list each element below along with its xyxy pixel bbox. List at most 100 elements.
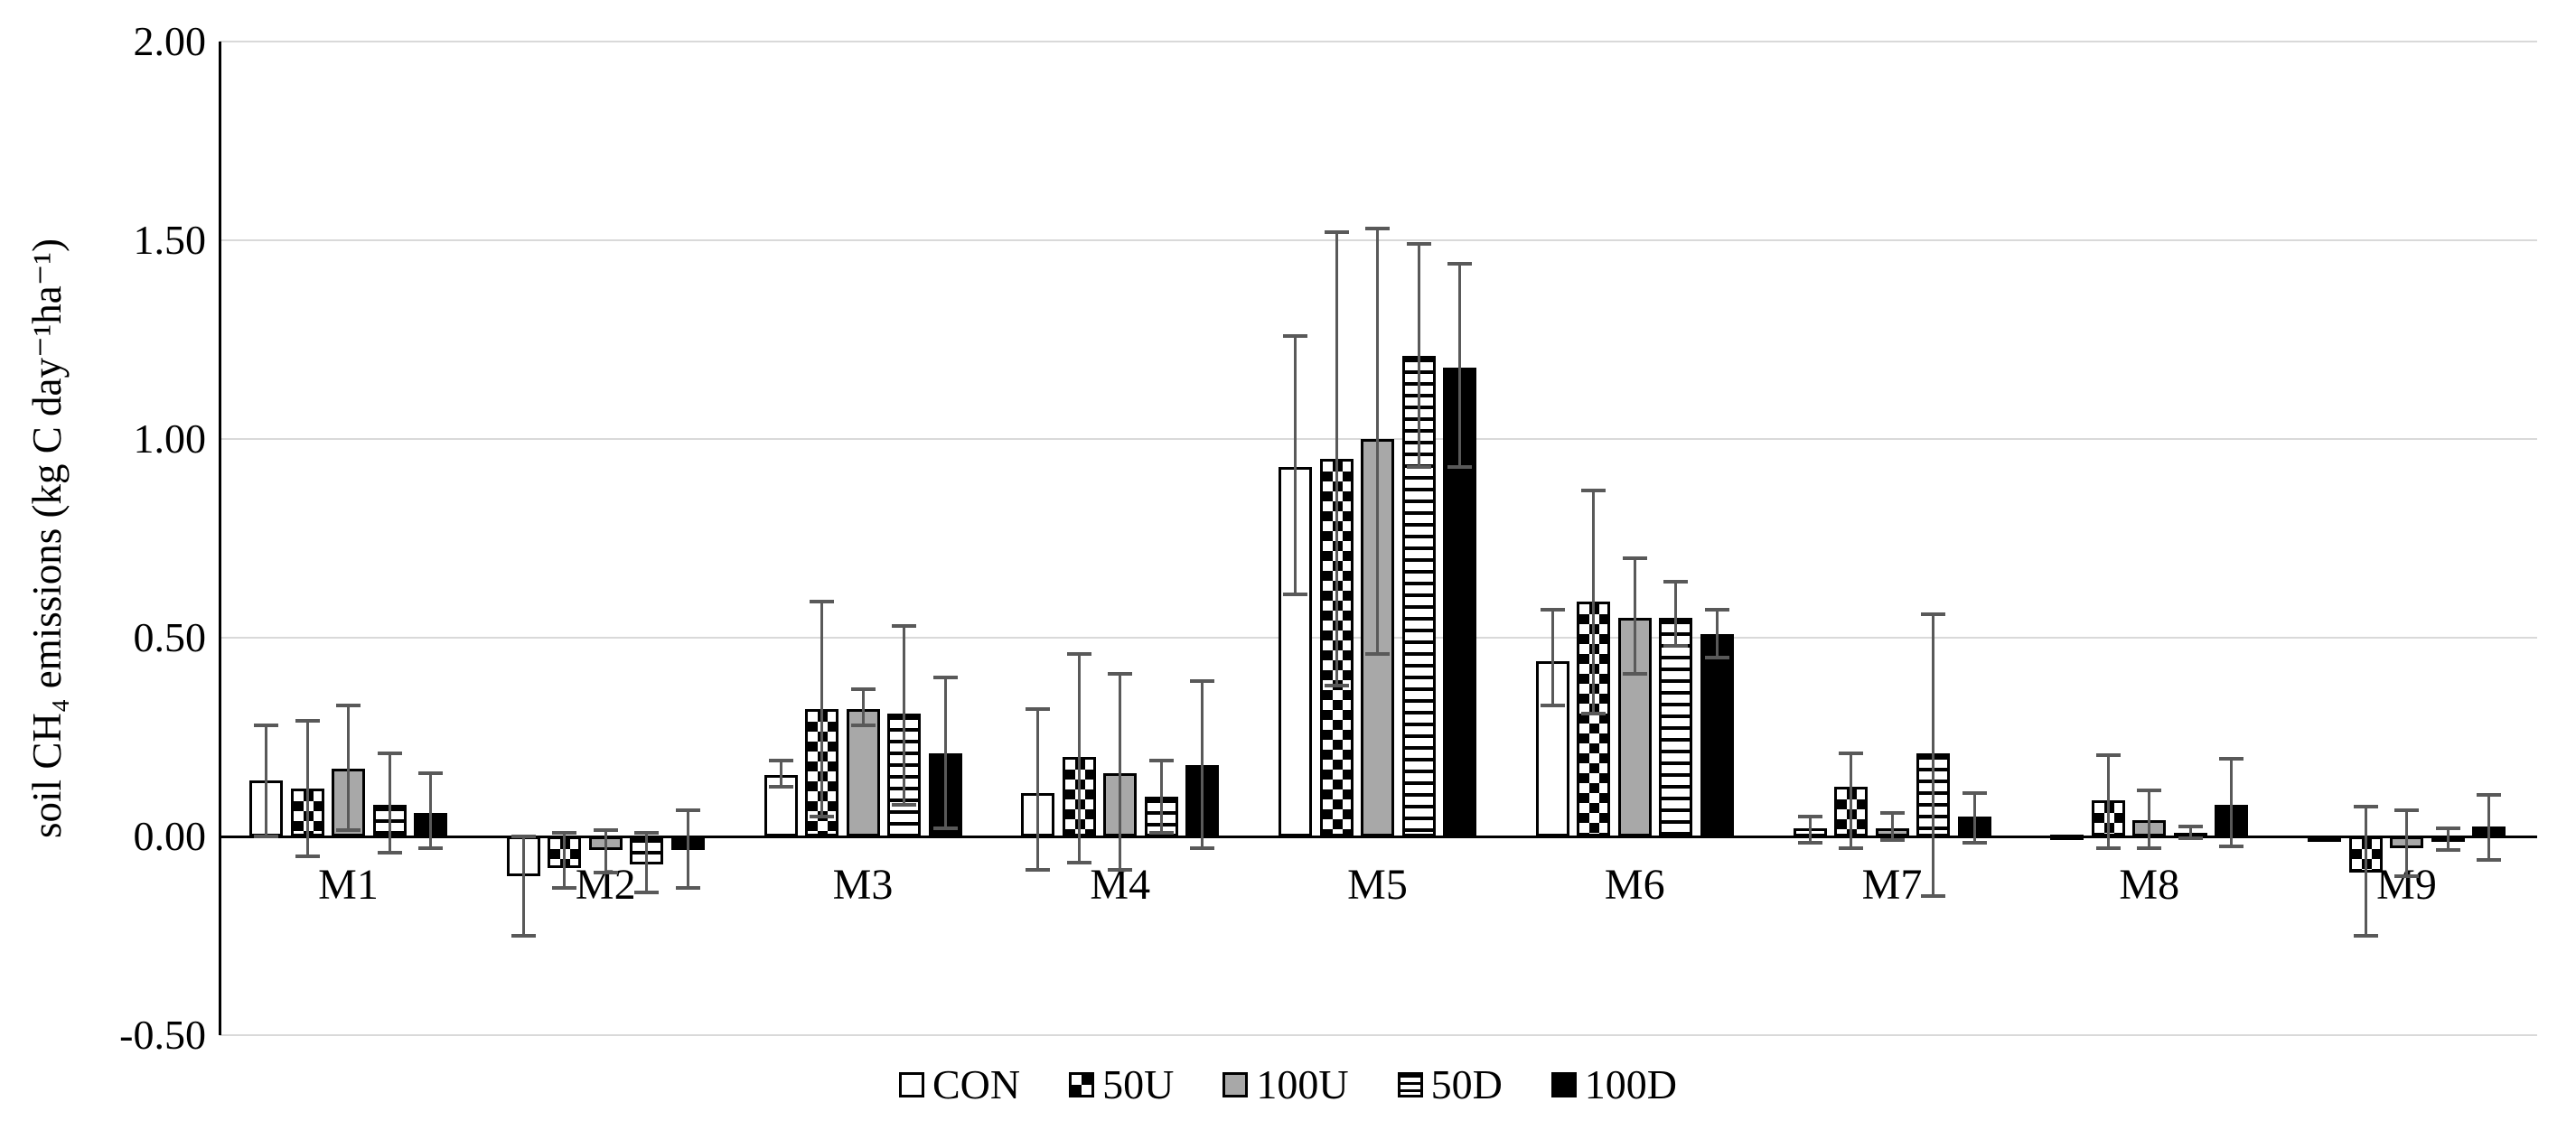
errorbar-CON-M7-cap-top [1797, 815, 1822, 818]
errorbar-CON-M6-cap-bottom [1540, 703, 1565, 707]
errorbar-50D-M2 [645, 832, 649, 892]
legend-item-100U: 100U [1222, 1058, 1349, 1112]
errorbar-50U-M7 [1850, 752, 1852, 849]
errorbar-50U-M3 [820, 602, 823, 817]
errorbar-50D-M3-cap-top [892, 623, 916, 628]
bar-100D-M6 [1700, 633, 1734, 836]
x-label-M6: M6 [1604, 861, 1665, 909]
errorbar-CON-M2-cap-bottom [511, 934, 536, 938]
errorbar-100D-M6-cap-bottom [1704, 656, 1729, 659]
errorbar-100U-M6-cap-top [1622, 556, 1647, 560]
errorbar-50D-M7-cap-top [1921, 612, 1945, 616]
errorbar-100U-M7 [1890, 812, 1894, 841]
errorbar-100D-M1-cap-bottom [418, 846, 443, 851]
errorbar-50D-M7 [1932, 613, 1934, 896]
legend-label-100U: 100U [1256, 1061, 1349, 1107]
errorbar-100D-M8-cap-bottom [2219, 845, 2244, 848]
errorbar-100U-M1-cap-bottom [336, 828, 361, 833]
legend: CON 50U 100U 50D 100D [0, 1046, 2576, 1124]
y-axis-title: soil CH₄ emissions (kg C day⁻¹ha⁻¹) [24, 238, 70, 838]
errorbar-100D-M7-cap-top [1962, 790, 1987, 795]
errorbar-CON-M4 [1036, 709, 1040, 871]
errorbar-50D-M4-cap-top [1148, 759, 1174, 763]
errorbar-50D-M5-cap-top [1406, 242, 1431, 247]
errorbar-100D-M3 [943, 677, 947, 829]
gridline--0.50 [220, 1034, 2537, 1036]
errorbar-100U-M5 [1376, 228, 1379, 654]
errorbar-100U-M2 [604, 830, 607, 873]
errorbar-50D-M2-cap-bottom [634, 890, 660, 894]
legend-label-100D: 100D [1584, 1061, 1678, 1107]
errorbar-CON-M7 [1808, 817, 1812, 843]
errorbar-CON-M5-cap-bottom [1283, 592, 1307, 596]
errorbar-100U-M8-cap-bottom [2137, 846, 2162, 851]
bar-CON-M5 [1279, 466, 1312, 836]
errorbar-100U-M4-cap-top [1108, 671, 1133, 676]
legend-label-CON: CON [932, 1061, 1021, 1107]
errorbar-50U-M5 [1335, 232, 1338, 686]
errorbar-50D-M6-cap-top [1663, 580, 1689, 584]
errorbar-CON-M5-cap-top [1283, 333, 1307, 338]
errorbar-100D-M7 [1972, 792, 1976, 843]
x-label-M7: M7 [1861, 861, 1923, 909]
errorbar-100D-M9 [2487, 794, 2490, 861]
errorbar-50D-M1-cap-bottom [377, 850, 402, 855]
errorbar-100U-M7-cap-bottom [1879, 838, 1905, 843]
errorbar-50D-M3 [903, 625, 905, 805]
errorbar-50U-M9-cap-top [2353, 805, 2378, 808]
errorbar-100U-M2-cap-bottom [593, 870, 618, 874]
errorbar-100D-M9-cap-top [2477, 792, 2501, 797]
errorbar-50U-M1-cap-top [295, 719, 320, 724]
errorbar-100D-M8-cap-top [2219, 757, 2244, 761]
errorbar-100U-M4 [1119, 673, 1122, 871]
errorbar-CON-M2 [521, 836, 525, 936]
errorbar-100D-M4 [1201, 681, 1204, 849]
errorbar-CON-M3-cap-bottom [768, 785, 793, 789]
bar-CON-M8 [2050, 835, 2084, 841]
x-label-M3: M3 [832, 861, 894, 909]
errorbar-50D-M2-cap-top [634, 830, 660, 835]
legend-marker-CON [898, 1072, 924, 1097]
legend-item-50D: 50D [1397, 1058, 1503, 1112]
x-label-M5: M5 [1347, 861, 1408, 909]
errorbar-CON-M2-cap-top [511, 835, 536, 838]
errorbar-100D-M6-cap-top [1704, 608, 1729, 612]
errorbar-100D-M2-cap-top [675, 808, 700, 813]
errorbar-100D-M9-cap-bottom [2477, 858, 2501, 863]
y-tick-1.00: 1.00 [133, 416, 207, 462]
errorbar-50U-M3-cap-top [810, 600, 834, 604]
errorbar-50U-M2 [563, 832, 567, 889]
bar-50D-M6 [1659, 618, 1693, 836]
x-label-M8: M8 [2119, 861, 2180, 909]
errorbar-100D-M3-cap-top [932, 676, 958, 679]
errorbar-CON-M1-cap-top [254, 723, 278, 727]
errorbar-50U-M1 [305, 721, 309, 856]
legend-marker-50D [1397, 1072, 1423, 1097]
errorbar-50U-M5-cap-top [1324, 230, 1349, 235]
errorbar-100U-M6 [1633, 558, 1636, 674]
errorbar-50D-M1-cap-top [377, 751, 402, 755]
errorbar-CON-M6-cap-top [1540, 608, 1565, 612]
y-axis-line [219, 42, 221, 1035]
errorbar-50D-M5 [1417, 244, 1420, 467]
errorbar-50U-M5-cap-bottom [1324, 683, 1349, 687]
y-tick-0.00: 0.00 [133, 813, 207, 859]
y-tick-0.50: 0.50 [133, 614, 207, 660]
errorbar-100D-M2-cap-bottom [675, 886, 700, 891]
errorbar-50U-M1-cap-bottom [295, 855, 320, 858]
errorbar-100U-M3 [861, 689, 865, 725]
errorbar-100D-M1 [429, 772, 432, 849]
legend-item-CON: CON [898, 1058, 1021, 1112]
errorbar-100U-M9 [2405, 810, 2408, 876]
errorbar-CON-M7-cap-bottom [1797, 840, 1822, 845]
errorbar-100D-M7-cap-bottom [1962, 840, 1987, 845]
y-tick--0.50: -0.50 [119, 1012, 206, 1058]
errorbar-100U-M3-cap-top [850, 687, 876, 692]
errorbar-50D-M8-cap-top [2178, 825, 2203, 828]
errorbar-50U-M8 [2106, 754, 2110, 849]
errorbar-100D-M1-cap-top [418, 770, 443, 775]
errorbar-100U-M1-cap-top [336, 703, 361, 707]
bar-100U-M3 [846, 709, 880, 836]
errorbar-100D-M4-cap-top [1190, 679, 1215, 684]
errorbar-100U-M5-cap-top [1365, 226, 1390, 230]
